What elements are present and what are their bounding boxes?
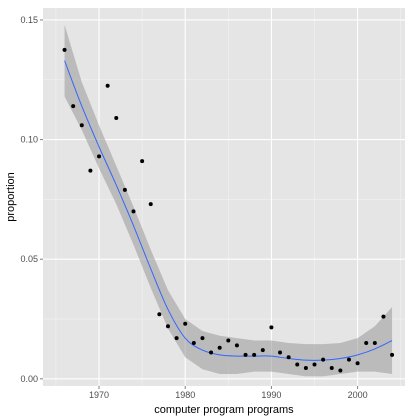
- smooth-line-layer: [64, 60, 393, 361]
- confidence-band: [64, 24, 393, 377]
- data-point: [381, 314, 386, 319]
- data-point: [122, 187, 127, 192]
- y-tick-label: 0.00: [20, 374, 38, 384]
- data-point: [140, 159, 145, 164]
- data-point: [226, 338, 231, 343]
- data-point: [174, 336, 179, 341]
- y-tick-label: 0.05: [20, 254, 38, 264]
- plot-panel: [43, 8, 405, 386]
- x-tick-label: 2000: [348, 390, 368, 400]
- data-point: [286, 355, 291, 360]
- data-point: [329, 366, 334, 371]
- data-point: [114, 116, 119, 121]
- data-points-layer: [62, 47, 395, 373]
- y-axis-ticks: 0.00 0.05 0.10 0.15: [20, 15, 43, 384]
- data-point: [372, 340, 377, 345]
- data-point: [364, 340, 369, 345]
- data-point: [183, 321, 188, 326]
- data-point: [346, 357, 351, 362]
- data-point: [321, 357, 326, 362]
- data-point: [79, 123, 84, 128]
- confidence-band-layer: [64, 24, 393, 377]
- data-point: [105, 83, 110, 88]
- data-point: [278, 350, 283, 355]
- x-axis-title: computer program programs: [154, 404, 294, 416]
- x-tick-label: 1990: [261, 390, 281, 400]
- data-point: [131, 209, 136, 214]
- minor-gridlines: [43, 8, 405, 386]
- y-tick-label: 0.10: [20, 135, 38, 145]
- data-point: [252, 352, 257, 357]
- x-tick-label: 1970: [89, 390, 109, 400]
- data-point: [88, 168, 93, 173]
- data-point: [217, 345, 222, 350]
- data-point: [191, 340, 196, 345]
- data-point: [200, 336, 205, 341]
- data-point: [295, 362, 300, 367]
- data-point: [338, 368, 343, 373]
- data-point: [269, 325, 274, 330]
- data-point: [157, 312, 162, 317]
- x-tick-label: 1980: [175, 390, 195, 400]
- data-point: [312, 362, 317, 367]
- data-point: [71, 104, 76, 109]
- data-point: [165, 324, 170, 329]
- data-point: [97, 154, 102, 159]
- smooth-trend-line: [64, 60, 393, 361]
- data-point: [260, 348, 265, 353]
- y-tick-label: 0.15: [20, 15, 38, 25]
- data-point: [234, 343, 239, 348]
- data-point: [209, 350, 214, 355]
- x-axis-ticks: 1970 1980 1990 2000: [89, 386, 368, 400]
- data-point: [390, 352, 395, 357]
- data-point: [62, 47, 67, 52]
- data-point: [148, 202, 153, 207]
- data-point: [355, 361, 360, 366]
- y-axis-title: proportion: [5, 172, 17, 222]
- data-point: [303, 366, 308, 371]
- data-point: [243, 352, 248, 357]
